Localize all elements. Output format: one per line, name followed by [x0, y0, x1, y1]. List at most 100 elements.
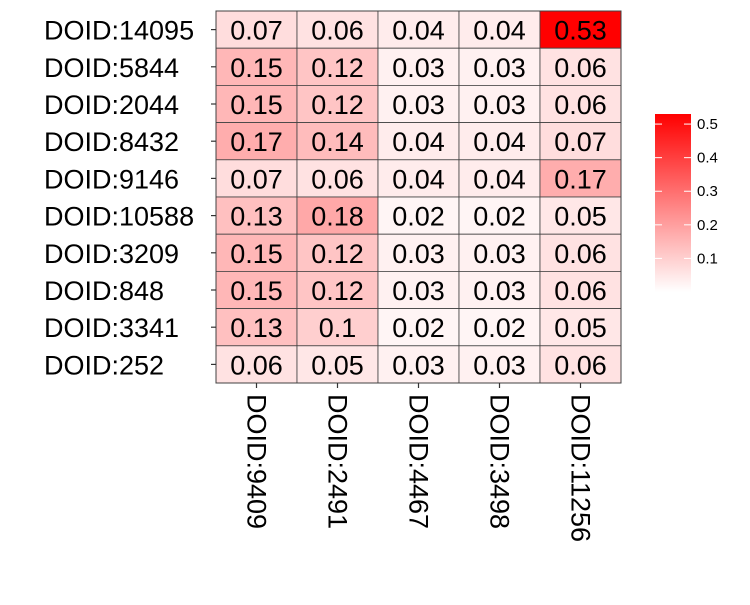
cell-value-label: 0.04	[473, 16, 526, 46]
heatmap-cell	[296, 196, 379, 235]
heatmap-cell	[296, 159, 379, 198]
cell-value-label: 0.12	[311, 239, 364, 269]
cell-value-label: 0.05	[554, 313, 607, 343]
cell-value-label: 0.15	[230, 53, 283, 83]
heatmap-cell	[377, 308, 460, 347]
cell-value-label: 0.05	[554, 202, 607, 232]
cell-value-label: 0.12	[311, 90, 364, 120]
heatmap-cell	[458, 122, 541, 161]
cell-value-label: 0.07	[230, 164, 283, 194]
heatmap-cell	[377, 47, 460, 86]
cell-value-label: 0.04	[392, 127, 445, 157]
heatmap-cell	[215, 159, 298, 198]
cell-value-label: 0.03	[473, 90, 526, 120]
cell-value-label: 0.06	[554, 90, 607, 120]
cell-value-label: 0.06	[554, 53, 607, 83]
row-label: DOID:252	[44, 350, 164, 380]
heatmap-cell	[377, 345, 460, 384]
heatmap-cell	[377, 196, 460, 235]
heatmap-cell	[296, 345, 379, 384]
cell-value-label: 0.04	[392, 16, 445, 46]
cell-value-label: 0.07	[554, 127, 607, 157]
row-label: DOID:5844	[44, 53, 179, 83]
heatmap-cell	[458, 196, 541, 235]
cell-value-label: 0.12	[311, 53, 364, 83]
cell-value-label: 0.15	[230, 276, 283, 306]
heatmap-cell	[458, 345, 541, 384]
cell-value-label: 0.53	[554, 16, 607, 46]
cell-value-label: 0.06	[311, 16, 364, 46]
cell-value-label: 0.06	[554, 276, 607, 306]
heatmap-cell	[458, 10, 541, 49]
column-label: DOID:2491	[323, 394, 353, 529]
cell-value-label: 0.03	[392, 350, 445, 380]
cell-value-label: 0.04	[392, 164, 445, 194]
legend-tick-label: 0.4	[697, 150, 718, 167]
row-label: DOID:3341	[44, 313, 179, 343]
row-label: DOID:2044	[44, 90, 179, 120]
cell-value-label: 0.02	[392, 313, 445, 343]
heatmap-cell	[296, 270, 379, 309]
cell-value-label: 0.02	[473, 202, 526, 232]
cell-value-label: 0.03	[392, 276, 445, 306]
cell-value-label: 0.06	[554, 350, 607, 380]
cell-value-label: 0.13	[230, 313, 283, 343]
cell-value-label: 0.14	[311, 127, 364, 157]
color-legend: 0.1 0.2 0.3 0.4 0.5	[655, 114, 718, 292]
legend-tick-label: 0.2	[697, 217, 718, 234]
cell-value-label: 0.13	[230, 202, 283, 232]
legend-tick-label: 0.5	[697, 116, 718, 133]
cell-value-label: 0.06	[311, 164, 364, 194]
cell-value-label: 0.15	[230, 90, 283, 120]
cell-value-label: 0.05	[311, 350, 364, 380]
cell-value-label: 0.07	[230, 16, 283, 46]
cell-value-label: 0.02	[392, 202, 445, 232]
heatmap-cell	[296, 10, 379, 49]
row-label: DOID:848	[44, 276, 164, 306]
heatmap-cell	[539, 345, 622, 384]
cell-value-label: 0.1	[319, 313, 357, 343]
cell-value-label: 0.04	[473, 164, 526, 194]
cell-value-label: 0.17	[230, 127, 283, 157]
heatmap-cell	[296, 308, 379, 347]
cell-value-label: 0.03	[392, 53, 445, 83]
column-label: DOID:11256	[566, 394, 596, 542]
heatmap-cell	[539, 47, 622, 86]
cell-value-label: 0.18	[311, 202, 364, 232]
heatmap-cell	[539, 270, 622, 309]
heatmap-cell	[215, 270, 298, 309]
row-label: DOID:9146	[44, 164, 179, 194]
cell-value-label: 0.03	[473, 53, 526, 83]
legend-tick-label: 0.1	[697, 250, 718, 267]
cell-value-label: 0.12	[311, 276, 364, 306]
row-label: DOID:3209	[44, 239, 179, 269]
row-label: DOID:10588	[44, 202, 194, 232]
cell-value-label: 0.03	[473, 239, 526, 269]
heatmap-cell	[296, 85, 379, 124]
cell-value-labels: 0.07 0.06 0.04 0.04 0.53 0.15 0.12 0.03 0.03 0.06…	[230, 16, 607, 381]
cell-value-label: 0.06	[554, 239, 607, 269]
heatmap-cell	[215, 233, 298, 272]
cell-value-label: 0.03	[473, 350, 526, 380]
legend-colorbar	[655, 114, 691, 292]
cell-value-label: 0.15	[230, 239, 283, 269]
heatmap-cell	[377, 270, 460, 309]
heatmap-cell	[296, 122, 379, 161]
heatmap-cells	[215, 10, 622, 384]
heatmap-cell	[458, 85, 541, 124]
heatmap-cell	[458, 270, 541, 309]
legend-tick-label: 0.3	[697, 183, 718, 200]
heatmap-cell	[377, 159, 460, 198]
row-axis: DOID:14095 DOID:5844 DOID:2044 DOID:8432 DOI…	[44, 16, 216, 380]
heatmap-cell	[215, 345, 298, 384]
heatmap-cell	[377, 122, 460, 161]
row-label: DOID:14095	[44, 16, 194, 46]
heatmap-cell	[539, 122, 622, 161]
column-label: DOID:3498	[485, 394, 515, 529]
cell-value-label: 0.17	[554, 164, 607, 194]
column-label: DOID:9409	[242, 394, 272, 529]
column-axis: DOID:9409 DOID:2491 DOID:4467 DOID:3498 DOID…	[242, 383, 596, 542]
cell-value-label: 0.03	[392, 239, 445, 269]
cell-value-label: 0.02	[473, 313, 526, 343]
